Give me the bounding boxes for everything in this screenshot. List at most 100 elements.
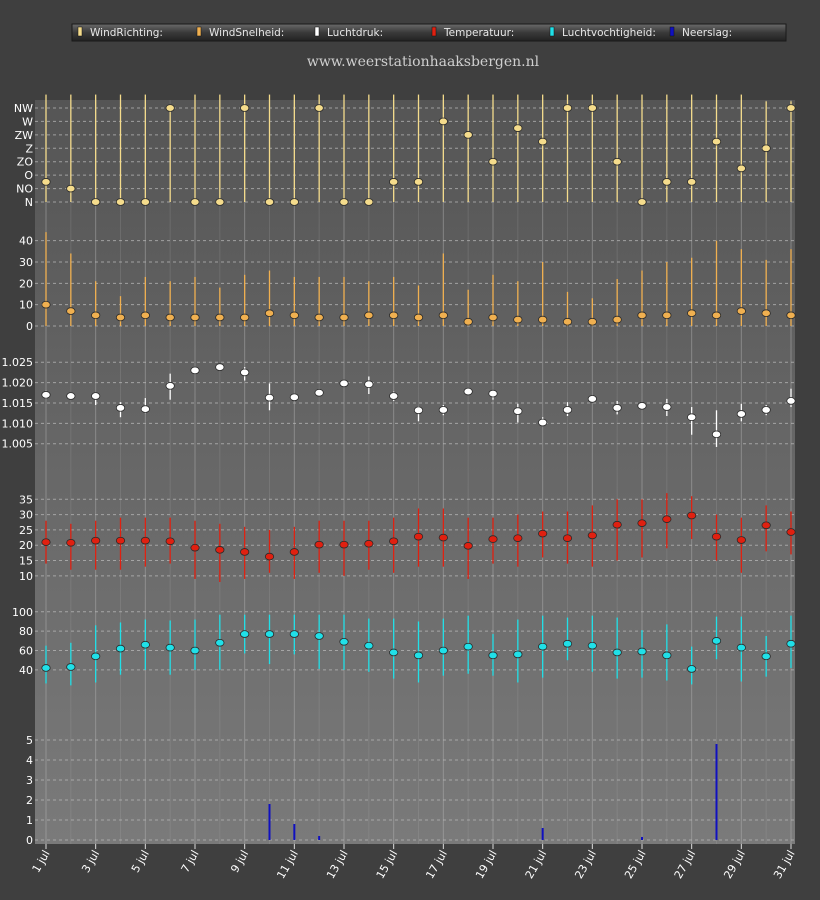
legend-box <box>71 23 787 42</box>
data-point <box>66 392 76 400</box>
x-tick-label: 5 jul <box>129 848 152 875</box>
data-point <box>513 407 523 415</box>
data-point <box>215 546 225 554</box>
panel-windsnelheid: 0 10 20 30 40 <box>19 232 796 333</box>
data-point <box>389 392 399 400</box>
data-point <box>438 117 448 126</box>
data-point <box>240 368 250 377</box>
data-point <box>612 404 622 412</box>
data-point <box>190 198 200 206</box>
data-point <box>463 131 473 139</box>
data-point <box>463 642 473 651</box>
data-point <box>389 311 399 320</box>
data-point <box>736 643 746 652</box>
y-tick-label: 1.005 <box>2 438 34 451</box>
data-point <box>289 393 299 402</box>
data-point <box>140 311 150 320</box>
y-tick-label: 1 <box>26 814 33 827</box>
y-tick-label: NO <box>16 183 33 196</box>
data-point <box>264 198 275 206</box>
data-point <box>488 651 498 660</box>
legend-item: Temperatuur: <box>443 27 514 39</box>
data-point <box>91 536 101 545</box>
data-point <box>413 178 424 186</box>
data-point <box>115 536 126 545</box>
data-point <box>240 313 250 322</box>
y-tick-label: ZW <box>15 129 34 142</box>
data-point <box>612 315 622 324</box>
data-point <box>413 532 424 541</box>
data-point <box>264 309 275 318</box>
x-tick-label: 15 jul <box>374 848 401 881</box>
x-tick-label: 25 jul <box>622 848 649 881</box>
data-point <box>91 652 101 661</box>
y-tick-label: W <box>22 115 33 128</box>
data-point <box>289 311 299 320</box>
data-point <box>587 531 597 540</box>
legend-swatch <box>196 26 202 37</box>
data-point <box>687 665 697 673</box>
legend-swatch <box>549 26 555 37</box>
y-tick-label: 1.025 <box>2 356 34 369</box>
y-tick-label: 0 <box>26 320 33 333</box>
y-tick-label: 15 <box>19 555 33 568</box>
data-point <box>687 511 697 520</box>
data-point <box>662 311 672 320</box>
data-point <box>364 380 374 389</box>
legend-swatch <box>314 26 320 37</box>
data-point <box>41 391 51 399</box>
data-point <box>587 641 597 650</box>
data-point <box>438 646 448 655</box>
panel-temperatuur: 10 15 20 25 30 35 <box>19 493 796 583</box>
data-point <box>711 311 722 320</box>
data-point <box>463 317 473 326</box>
x-tick-label: 3 jul <box>79 848 102 875</box>
data-point <box>612 520 622 529</box>
data-point <box>612 648 622 657</box>
data-point <box>637 198 647 206</box>
data-point <box>687 178 697 186</box>
y-tick-label: 35 <box>19 493 33 506</box>
data-point <box>587 104 597 112</box>
data-point <box>786 639 796 648</box>
data-point <box>711 637 722 645</box>
legend-item: Luchtdruk: <box>327 27 383 39</box>
x-tick-label: 7 jul <box>179 848 202 875</box>
legend-item: Luchtvochtigheid: <box>562 27 656 39</box>
data-point <box>314 104 324 112</box>
data-point <box>761 406 771 414</box>
data-point <box>587 395 597 403</box>
data-point <box>41 178 51 186</box>
data-point <box>438 406 448 414</box>
panel-neerslag: 0 1 2 3 4 5 <box>26 734 795 847</box>
data-point <box>165 537 175 546</box>
data-point <box>736 307 746 315</box>
y-tick-label: 10 <box>19 570 33 583</box>
data-point <box>314 388 324 397</box>
y-tick-label: 10 <box>19 299 33 312</box>
y-tick-label: N <box>25 196 33 209</box>
legend-item: WindSnelheid: <box>209 27 284 39</box>
y-tick-label: 40 <box>19 235 33 248</box>
data-point <box>463 542 473 550</box>
data-point <box>538 418 548 427</box>
data-point <box>165 104 175 112</box>
data-point <box>165 382 175 390</box>
data-point <box>41 664 51 672</box>
data-point <box>190 366 200 375</box>
data-point <box>190 313 200 322</box>
data-point <box>513 650 523 659</box>
y-tick-label: 30 <box>19 509 33 522</box>
y-tick-label: 5 <box>26 734 33 747</box>
x-tick-label: 23 jul <box>572 848 599 881</box>
data-point <box>562 534 573 542</box>
data-point <box>165 643 175 652</box>
data-point <box>413 651 424 660</box>
y-tick-label: 80 <box>19 625 33 638</box>
data-point <box>190 646 200 655</box>
data-point <box>66 663 76 671</box>
legend-swatch <box>431 26 437 37</box>
data-point <box>413 406 424 415</box>
